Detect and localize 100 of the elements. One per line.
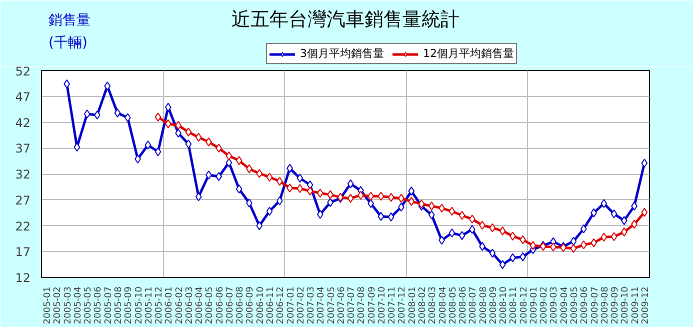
x-tick-label: 2005-04	[73, 286, 84, 324]
x-tick-label: 2005-07	[104, 286, 114, 324]
x-tick-label: 2006-06	[215, 286, 226, 324]
point	[144, 140, 152, 150]
point	[124, 113, 131, 122]
x-tick-label: 2007-10	[377, 286, 388, 324]
x-tick-label: 2009-09	[610, 286, 621, 324]
x-tick-label: 2006-11	[266, 286, 276, 324]
y-axis-title: 銷售量 (千輛)	[48, 12, 91, 51]
x-tick-label: 2006-04	[195, 286, 206, 324]
point	[378, 192, 384, 201]
x-tick-label: 2006-02	[174, 286, 185, 324]
point	[428, 210, 435, 220]
point	[530, 240, 536, 250]
point	[388, 212, 394, 222]
x-tick-label: 2005-03	[63, 286, 74, 324]
x-tick-label: 2007-05	[326, 286, 337, 324]
point	[256, 168, 263, 178]
point	[570, 244, 577, 254]
x-tick-label: 2008-04	[438, 286, 448, 324]
x-tick-label: 2006-03	[184, 286, 195, 324]
x-tick-label: 2007-01	[286, 286, 296, 324]
x-tick-label: 2008-11	[509, 286, 520, 324]
x-tick-label: 2009-01	[529, 286, 540, 324]
point	[580, 224, 587, 234]
x-tick-label: 2006-08	[236, 286, 246, 324]
point	[104, 82, 111, 91]
x-tick-label: 2006-07	[225, 286, 236, 324]
y-tick-label: 52	[15, 64, 31, 78]
x-tick-label: 2009-06	[580, 286, 590, 324]
x-tick-label: 2008-01	[408, 286, 418, 324]
x-tick-label: 2009-11	[630, 286, 641, 324]
point	[296, 174, 304, 183]
y-tick-label: 22	[15, 219, 31, 234]
point	[580, 240, 587, 250]
x-tick-label: 2008-09	[488, 286, 499, 324]
y-tick-label: 37	[15, 142, 31, 156]
point	[236, 184, 242, 194]
point	[499, 260, 506, 270]
point	[154, 147, 162, 156]
chart-title: 近五年台灣汽車銷售量統計	[232, 8, 460, 30]
point	[448, 206, 456, 216]
x-tick-label: 2006-12	[276, 286, 286, 324]
x-tick-label: 2006-10	[256, 286, 266, 324]
point	[347, 194, 354, 203]
point	[428, 202, 435, 211]
point	[266, 172, 273, 182]
point	[570, 236, 577, 246]
point	[185, 128, 192, 137]
point	[448, 228, 456, 238]
x-tick-label: 2007-06	[336, 286, 347, 324]
y-tick-label: 42	[15, 116, 31, 130]
point	[610, 232, 618, 242]
x-tick-label: 2009-04	[560, 286, 570, 324]
point	[489, 248, 496, 258]
point	[499, 226, 506, 236]
point	[226, 151, 232, 160]
x-tick-label: 2006-05	[205, 286, 216, 324]
x-tick-label: 2008-06	[458, 286, 469, 324]
x-tick-label: 2009-02	[540, 286, 550, 324]
x-tick-label: 2007-02	[296, 286, 306, 324]
point	[641, 208, 648, 217]
point	[408, 186, 415, 196]
point	[408, 196, 415, 206]
legend-label: 3個月平均銷售量	[300, 46, 384, 61]
point	[306, 186, 314, 196]
point	[388, 192, 394, 202]
point	[114, 108, 121, 118]
x-tick-label: 2007-08	[357, 286, 368, 324]
x-tick-label: 2008-10	[499, 286, 510, 324]
x-tick-label: 2009-03	[550, 286, 560, 324]
x-tick-label: 2005-11	[144, 286, 154, 324]
y-tick-label: 17	[15, 245, 31, 260]
x-tick-label: 2009-12	[640, 286, 651, 324]
point	[276, 196, 283, 206]
point	[195, 132, 202, 142]
y-tick-label: 12	[15, 271, 31, 285]
x-tick-label: 2007-09	[367, 286, 378, 324]
x-tick-label: 2005-09	[124, 286, 134, 324]
x-tick-label: 2006-01	[164, 286, 175, 324]
x-tick-label: 2009-10	[620, 286, 631, 324]
x-tick-label: 2007-03	[306, 286, 317, 324]
x-tick-label: 2005-10	[134, 286, 144, 324]
x-tick-label: 2008-12	[519, 286, 530, 324]
x-tick-label: 2007-12	[398, 286, 408, 324]
point	[185, 139, 192, 148]
point	[276, 176, 283, 186]
x-tick-label: 2005-08	[114, 286, 124, 324]
x-tick-label: 2008-07	[468, 286, 479, 324]
point	[641, 158, 648, 168]
x-tick-label: 2007-04	[316, 286, 327, 324]
x-tick-label: 2005-06	[94, 286, 104, 324]
y-tick-label: 47	[15, 90, 31, 104]
x-tick-label: 2008-08	[478, 286, 489, 324]
x-tick-label: 2009-07	[590, 286, 600, 324]
legend-label: 12個月平均銷售量	[423, 46, 514, 61]
y-tick-label: 32	[15, 168, 31, 182]
point	[458, 231, 466, 240]
point	[154, 112, 162, 122]
point	[266, 206, 273, 216]
